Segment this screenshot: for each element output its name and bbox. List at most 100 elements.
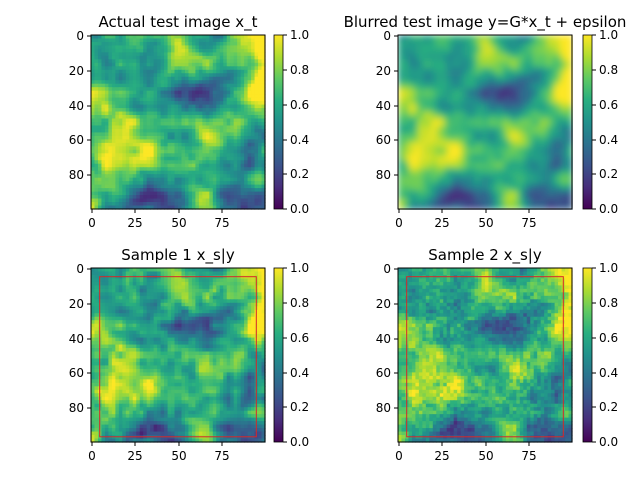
heatmap-cell: [223, 156, 228, 161]
heatmap-cell: [401, 115, 406, 120]
heatmap-cell: [565, 48, 570, 53]
heatmap-cell: [547, 59, 552, 64]
heatmap-cell: [568, 122, 573, 127]
heatmap-cell: [558, 153, 563, 158]
heatmap-cell: [258, 115, 263, 120]
heatmap-cell: [108, 101, 113, 106]
heatmap-cell: [471, 125, 476, 130]
heatmap-cell: [540, 191, 545, 196]
heatmap-cell: [205, 205, 210, 210]
heatmap-cell: [254, 83, 259, 88]
heatmap-cell: [111, 160, 116, 165]
heatmap-cell: [174, 38, 179, 43]
heatmap-cell: [411, 52, 416, 57]
heatmap-cell: [467, 142, 472, 147]
heatmap-cell: [554, 83, 559, 88]
heatmap-cell: [153, 41, 158, 47]
heatmap-cell: [132, 97, 137, 102]
heatmap-cell: [240, 181, 245, 186]
heatmap-cell: [244, 35, 249, 40]
heatmap-cell: [261, 101, 266, 106]
heatmap-cell: [136, 122, 141, 127]
heatmap-cell: [418, 170, 423, 175]
heatmap-cell: [209, 156, 214, 161]
heatmap-cell: [171, 146, 176, 151]
heatmap-cell: [457, 146, 462, 151]
heatmap-cell: [118, 118, 123, 123]
heatmap-cell: [516, 160, 521, 165]
heatmap-cell: [160, 45, 165, 50]
heatmap-cell: [422, 48, 427, 53]
heatmap-cell: [554, 188, 559, 193]
heatmap-cell: [526, 83, 531, 88]
heatmap-cell: [526, 198, 531, 203]
heatmap-cell: [464, 202, 469, 207]
heatmap-cell: [136, 101, 141, 106]
heatmap-cell: [139, 38, 144, 43]
heatmap-cell: [495, 184, 500, 189]
heatmap-cell: [561, 41, 566, 47]
heatmap-cell: [198, 205, 203, 210]
heatmap-cell: [258, 35, 263, 40]
heatmap-cell: [111, 38, 116, 43]
heatmap-cell: [526, 97, 531, 102]
heatmap-cell: [157, 139, 162, 144]
heatmap-cell: [509, 132, 514, 137]
heatmap-cell: [178, 94, 183, 99]
heatmap-cell: [244, 111, 249, 116]
heatmap-cell: [108, 139, 113, 144]
heatmap-cell: [97, 139, 103, 144]
heatmap-cell: [125, 125, 130, 130]
heatmap-cell: [261, 38, 266, 43]
heatmap-cell: [488, 184, 493, 189]
heatmap-cell: [94, 104, 99, 109]
heatmap-cell: [471, 87, 476, 92]
heatmap-cell: [164, 108, 169, 113]
heatmap-cell: [226, 188, 231, 193]
heatmap-cell: [540, 135, 545, 140]
heatmap-cell: [540, 87, 545, 92]
heatmap-cell: [230, 83, 235, 88]
heatmap-cell: [143, 90, 148, 95]
heatmap-cell: [568, 135, 573, 140]
heatmap-cell: [404, 177, 410, 182]
heatmap-cell: [474, 156, 479, 161]
heatmap-cell: [188, 188, 193, 193]
heatmap-cell: [398, 188, 403, 193]
heatmap-cell: [244, 167, 249, 172]
heatmap-cell: [157, 80, 162, 85]
heatmap-cell: [167, 132, 172, 137]
heatmap-cell: [502, 174, 507, 179]
heatmap-cell: [150, 66, 155, 71]
heatmap-cell: [212, 97, 217, 102]
heatmap-cell: [478, 59, 483, 64]
heatmap-cell: [495, 83, 500, 88]
heatmap-cell: [554, 202, 559, 207]
heatmap-cell: [523, 69, 528, 74]
heatmap-cell: [537, 59, 542, 64]
heatmap-cell: [129, 135, 134, 140]
heatmap-cell: [418, 62, 423, 67]
heatmap-cell: [467, 55, 472, 60]
heatmap-cell: [478, 149, 483, 154]
heatmap-cell: [219, 111, 224, 116]
heatmap-cell: [198, 125, 203, 130]
heatmap-cell: [205, 128, 210, 134]
heatmap-cell: [212, 170, 217, 175]
heatmap-cell: [115, 87, 120, 92]
heatmap-cell: [415, 205, 420, 210]
heatmap-cell: [122, 101, 127, 106]
heatmap-cell: [188, 45, 193, 50]
heatmap-cell: [481, 41, 486, 47]
heatmap-cell: [478, 41, 483, 47]
heatmap-cell: [530, 80, 535, 85]
heatmap-cell: [418, 41, 423, 47]
heatmap-cell: [422, 97, 427, 102]
heatmap-cell: [97, 118, 103, 123]
heatmap-cell: [261, 142, 266, 147]
heatmap-cell: [212, 38, 217, 43]
heatmap-cell: [233, 45, 238, 50]
heatmap-cell: [254, 160, 259, 165]
heatmap-cell: [485, 38, 490, 43]
heatmap-cell: [537, 83, 542, 88]
